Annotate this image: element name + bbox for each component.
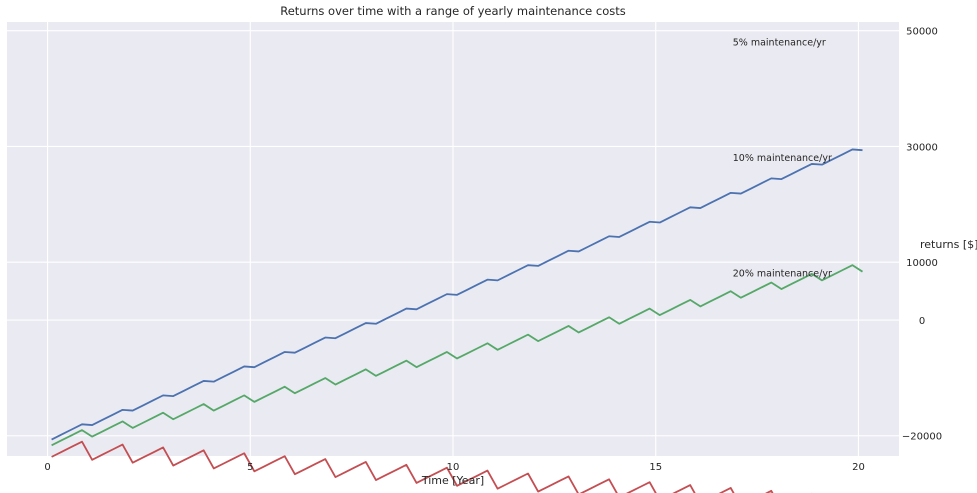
grid-lines xyxy=(7,22,899,456)
series-line-20pct xyxy=(51,440,813,493)
series-annotation: 5% maintenance/yr xyxy=(733,37,826,48)
y-tick-label: 0 xyxy=(919,316,925,327)
series-lines xyxy=(51,148,863,493)
y-tick-label: −20000 xyxy=(902,432,942,443)
series-line-5pct xyxy=(51,148,863,441)
y-tick-label: 50000 xyxy=(906,27,938,38)
series-annotation: 10% maintenance/yr xyxy=(733,153,832,164)
x-tick-label: 20 xyxy=(852,462,865,473)
x-tick-label: 10 xyxy=(447,462,460,473)
series-annotation: 20% maintenance/yr xyxy=(733,269,832,280)
chart-title: Returns over time with a range of yearly… xyxy=(280,4,626,18)
x-tick-label: 15 xyxy=(649,462,662,473)
y-tick-labels: −20000 0 10000 30000 50000 xyxy=(902,27,942,443)
x-tick-label: 0 xyxy=(44,462,50,473)
x-tick-label: 5 xyxy=(247,462,253,473)
x-axis-label: Time [Year] xyxy=(421,474,484,487)
y-tick-label: 30000 xyxy=(906,142,938,153)
x-tick-labels: 0 5 10 15 20 xyxy=(44,462,864,473)
y-tick-label: 10000 xyxy=(906,258,938,269)
series-line-10pct xyxy=(51,264,863,447)
y-axis-label: returns [$] xyxy=(920,238,977,251)
annotations: 5% maintenance/yr 10% maintenance/yr 20% m… xyxy=(733,37,832,279)
